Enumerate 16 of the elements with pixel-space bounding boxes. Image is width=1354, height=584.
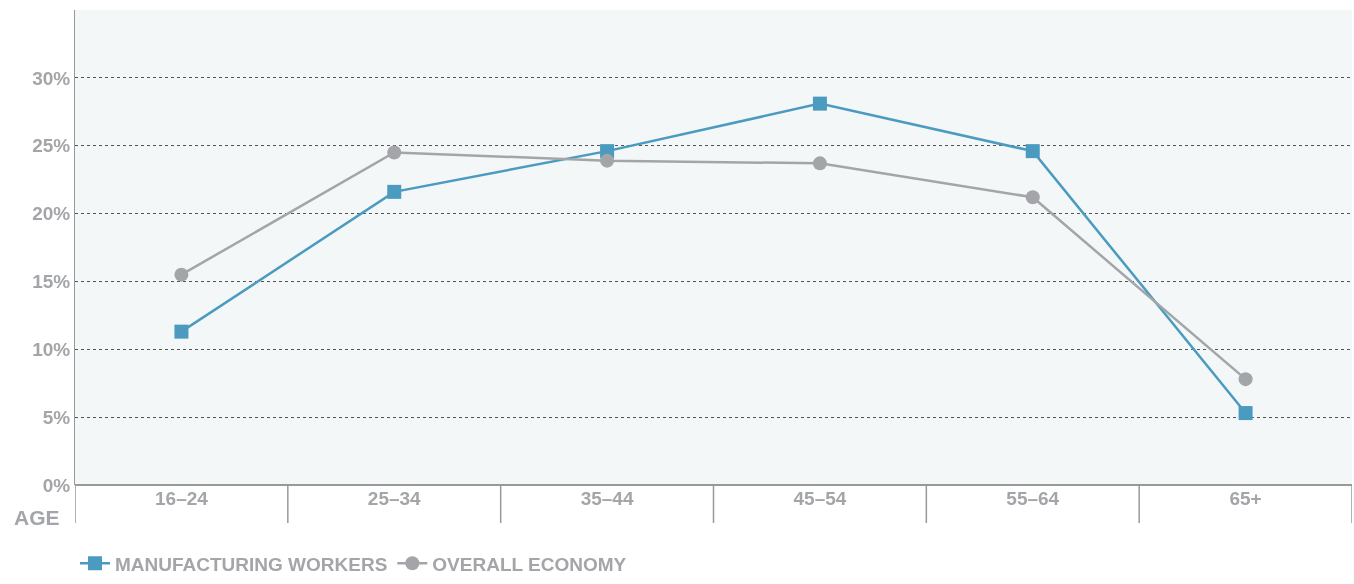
x-tick-label: 65+ [1229, 488, 1262, 509]
y-tick-label: 0% [42, 474, 71, 496]
x-tick-label: 55–64 [1006, 488, 1060, 509]
x-tick-label: 25–34 [367, 488, 422, 509]
x-axis-title: AGE [14, 506, 60, 529]
y-tick-label: 10% [32, 338, 71, 360]
legend-label: MANUFACTURING WORKERS [115, 553, 388, 575]
y-tick-label: 5% [42, 406, 71, 428]
y-tick-label: 25% [32, 135, 71, 157]
y-tick-label: 20% [32, 203, 71, 225]
x-tick-label: 45–54 [793, 488, 847, 509]
x-tick-label: 35–44 [580, 488, 634, 509]
y-tick-label: 15% [32, 271, 71, 293]
y-tick-label: 30% [32, 67, 71, 89]
x-tick-label: 16–24 [155, 488, 209, 509]
legend-label: OVERALL ECONOMY [432, 553, 627, 575]
